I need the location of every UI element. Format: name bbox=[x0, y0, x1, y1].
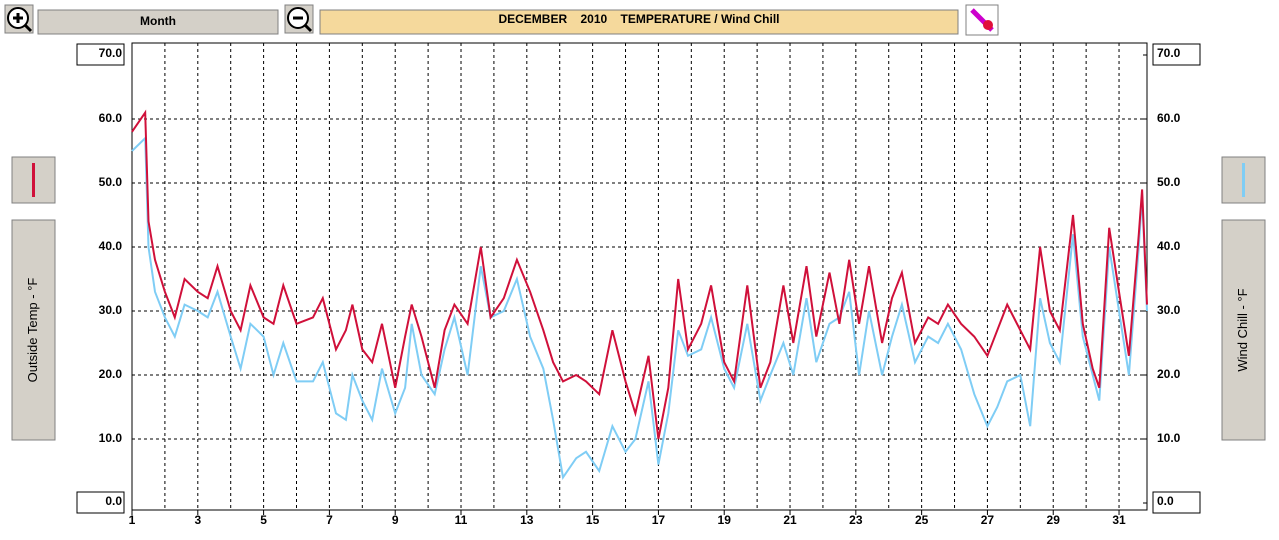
tick-label-box bbox=[76, 43, 125, 66]
y-tick-label: 50.0 bbox=[99, 175, 123, 189]
y-tick-label: 60.0 bbox=[99, 111, 123, 125]
period-button[interactable] bbox=[37, 9, 279, 35]
x-tick-label: 9 bbox=[392, 513, 399, 527]
x-tick-label: 25 bbox=[915, 513, 929, 527]
y2-tick-label: 50.0 bbox=[1157, 175, 1181, 189]
y-tick-label: 40.0 bbox=[99, 239, 123, 253]
y2-tick-label: 20.0 bbox=[1157, 367, 1181, 381]
y-tick-label: 0.0 bbox=[105, 494, 122, 508]
x-tick-label: 13 bbox=[520, 513, 534, 527]
x-tick-label: 21 bbox=[783, 513, 797, 527]
y2-tick-label: 10.0 bbox=[1157, 431, 1181, 445]
x-tick-label: 27 bbox=[981, 513, 995, 527]
right-legend bbox=[1221, 156, 1266, 441]
y2-tick-label: 30.0 bbox=[1157, 303, 1181, 317]
y-tick-label: 20.0 bbox=[99, 367, 123, 381]
tick-label-box bbox=[1152, 491, 1201, 514]
chart-title: DECEMBER 2010 TEMPERATURE / Wind Chill bbox=[498, 12, 779, 26]
zoom-out[interactable] bbox=[284, 4, 314, 34]
y-tick-label: 10.0 bbox=[99, 431, 123, 445]
x-tick-label: 29 bbox=[1047, 513, 1061, 527]
y2-tick-label: 40.0 bbox=[1157, 239, 1181, 253]
x-tick-label: 15 bbox=[586, 513, 600, 527]
x-tick-label: 19 bbox=[718, 513, 732, 527]
title-bar bbox=[319, 9, 959, 35]
zoom-in[interactable] bbox=[4, 4, 34, 34]
legend-label: Outside Temp - °F bbox=[25, 278, 40, 383]
tick-label-box bbox=[1152, 43, 1201, 66]
x-tick-label: 5 bbox=[260, 513, 267, 527]
x-tick-label: 1 bbox=[129, 513, 136, 527]
y2-tick-label: 70.0 bbox=[1157, 46, 1181, 60]
series-line bbox=[131, 135, 1148, 480]
plot-frame bbox=[131, 42, 1148, 511]
tick-label-box bbox=[76, 491, 125, 514]
y2-tick-label: 0.0 bbox=[1157, 494, 1174, 508]
left-legend bbox=[11, 156, 56, 441]
y2-tick-label: 60.0 bbox=[1157, 111, 1181, 125]
x-tick-label: 31 bbox=[1112, 513, 1126, 527]
x-tick-label: 3 bbox=[194, 513, 201, 527]
legend-label: Wind Chill - °F bbox=[1235, 288, 1250, 371]
options-icon[interactable] bbox=[965, 4, 999, 36]
x-tick-label: 17 bbox=[652, 513, 666, 527]
x-tick-label: 7 bbox=[326, 513, 333, 527]
legend-button[interactable] bbox=[11, 219, 56, 441]
y-tick-label: 70.0 bbox=[99, 46, 123, 60]
series-line bbox=[131, 109, 1148, 440]
x-tick-label: 11 bbox=[455, 513, 468, 527]
x-tick-label: 23 bbox=[849, 513, 863, 527]
y-tick-label: 30.0 bbox=[99, 303, 123, 317]
period-label: Month bbox=[140, 14, 176, 28]
legend-button[interactable] bbox=[1221, 219, 1266, 441]
